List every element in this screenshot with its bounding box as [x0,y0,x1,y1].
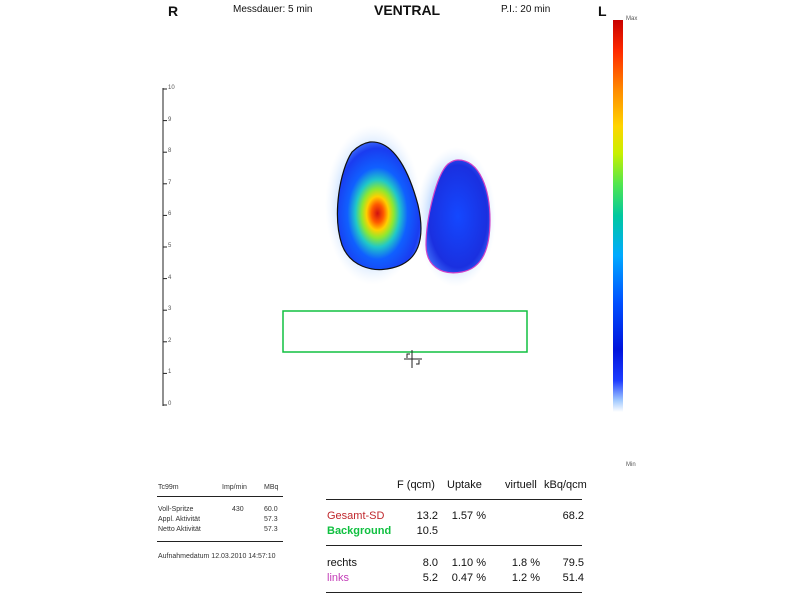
nuclide-label: Tc99m [158,484,179,491]
row-gesamt-kbq: 68.2 [562,510,584,522]
col-header-kbq: kBq/qcm [544,479,587,491]
row-gesamt-uptake: 1.57 % [451,510,486,522]
right-side-marker: R [168,3,179,19]
marker-icon [404,350,422,368]
scale-tick-label: 0 [168,401,172,407]
scale-tick-label: 3 [168,306,172,313]
left-row-label: Appl. Aktivität [158,516,201,523]
row-gesamt-f: 13.2 [416,510,438,522]
right-table-rule-mid [326,545,582,546]
scale-tick-label: 1 [168,369,172,376]
mbq-header: MBq [264,484,279,491]
row-background-f: 10.5 [416,525,438,537]
scale-tick-label: 5 [168,243,172,249]
pi-time: P.I.: 20 min [501,4,551,15]
imp-min-header: Imp/min [222,484,247,491]
roi-total-outline [336,141,422,271]
scale-tick-label: 6 [168,211,172,218]
row-rechts-uptake: 1.10 % [451,557,486,569]
right-table-rule-bottom [326,592,582,593]
left-row-mbq: 57.3 [264,526,278,533]
background-roi-rect [282,310,528,353]
acquisition-date: Aufnahmedatum 12.03.2010 14:57:10 [158,553,276,560]
roi-left-outline [425,159,491,274]
col-header-f: F (qcm) [397,479,435,491]
left-thyroid-lobe [426,160,490,273]
row-links-uptake: 0.47 % [451,572,486,584]
scale-tick-label: 2 [168,337,172,344]
scale-tick-label: 4 [168,274,172,281]
left-table-rule-top [157,496,283,497]
left-row-imp: 430 [232,506,244,513]
row-label-rechts: rechts [327,557,357,569]
row-label-background: Background [327,525,392,537]
row-links-kbq: 51.4 [562,572,584,584]
scale-tick-label: 10 [168,85,175,91]
colorbar-min-label: Min [626,462,636,468]
right-table-rule-top [326,499,582,500]
row-rechts-virtuell: 1.8 % [511,557,540,569]
left-row-mbq: 60.0 [264,506,278,513]
left-table-rule-bottom [157,541,283,542]
row-label-links: links [327,572,350,584]
left-row-label: Netto Aktivität [158,526,201,533]
colorbar-max-label: Max [626,16,638,22]
left-row-mbq: 57.3 [264,516,278,523]
left-side-marker: L [598,3,607,19]
scale-tick-label: 9 [168,116,172,123]
row-rechts-kbq: 79.5 [562,557,584,569]
row-links-virtuell: 1.2 % [511,572,540,584]
measure-duration: Messdauer: 5 min [233,4,313,15]
left-row-label: Voll-Spritze [158,506,194,513]
row-rechts-f: 8.0 [422,557,438,569]
col-header-uptake: Uptake [447,479,482,491]
row-label-gesamt: Gesamt-SD [327,510,385,522]
scale-tick-label: 8 [168,148,172,155]
color-scale-bar [613,20,623,412]
scale-axis [162,88,167,406]
scale-tick-label: 7 [168,179,172,186]
row-links-f: 5.2 [422,572,438,584]
col-header-virtuell: virtuell [505,479,537,491]
right-thyroid-lobe [337,141,421,270]
view-title: VENTRAL [374,2,441,18]
